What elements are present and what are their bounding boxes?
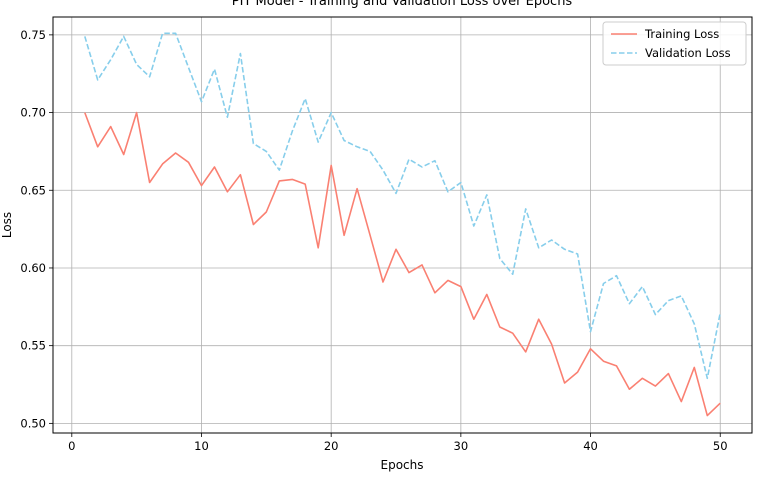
x-tick-label: 0 [68, 439, 75, 453]
x-tick-label: 20 [324, 439, 339, 453]
x-tick-label: 50 [713, 439, 728, 453]
x-tick-label: 10 [194, 439, 209, 453]
grid-lines [53, 17, 752, 433]
chart-title: PIT Model - Training and Validation Loss… [232, 0, 573, 9]
y-tick-label: 0.55 [20, 339, 46, 353]
legend[interactable]: Training Loss Validation Loss [602, 21, 747, 66]
series-line-training-loss [84, 111, 721, 417]
y-tick-label: 0.70 [20, 106, 46, 120]
x-tick-label: 30 [454, 439, 469, 453]
legend-label: Validation Loss [645, 46, 731, 60]
plot-frame [52, 16, 753, 434]
y-tick-label: 0.65 [20, 183, 46, 197]
series-layer [84, 32, 721, 417]
x-axis-label: Epochs [381, 458, 424, 472]
y-tick-label: 0.50 [20, 416, 46, 430]
legend-box [602, 21, 747, 66]
y-tick-label: 0.60 [20, 261, 46, 275]
legend-label: Training Loss [644, 27, 719, 41]
y-tick-label: 0.75 [20, 28, 46, 42]
y-axis-ticks: 0.50 0.55 0.60 0.65 0.70 0.75 [20, 28, 53, 430]
x-axis-ticks: 0 10 20 30 40 50 [68, 433, 728, 453]
x-tick-label: 40 [583, 439, 598, 453]
series-line-validation-loss [84, 32, 721, 380]
y-axis-label: Loss [0, 212, 14, 238]
